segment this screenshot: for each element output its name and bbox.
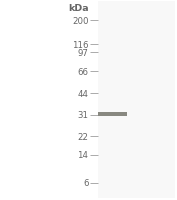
Text: 14: 14 (78, 151, 88, 159)
Text: 44: 44 (78, 90, 88, 98)
FancyBboxPatch shape (98, 112, 127, 117)
Text: 116: 116 (72, 41, 88, 49)
Text: 200: 200 (72, 17, 88, 25)
Text: kDa: kDa (68, 4, 88, 12)
Text: 22: 22 (78, 132, 88, 141)
Text: 6: 6 (83, 179, 88, 187)
Text: 31: 31 (78, 111, 88, 119)
Text: 97: 97 (78, 49, 88, 57)
Text: 66: 66 (78, 68, 88, 76)
FancyBboxPatch shape (98, 2, 175, 198)
